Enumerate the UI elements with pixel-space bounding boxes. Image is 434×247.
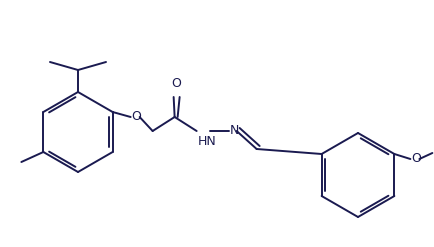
Text: O: O bbox=[132, 109, 141, 123]
Text: O: O bbox=[411, 151, 420, 165]
Text: N: N bbox=[229, 124, 238, 137]
Text: HN: HN bbox=[197, 135, 216, 148]
Text: O: O bbox=[171, 77, 181, 90]
